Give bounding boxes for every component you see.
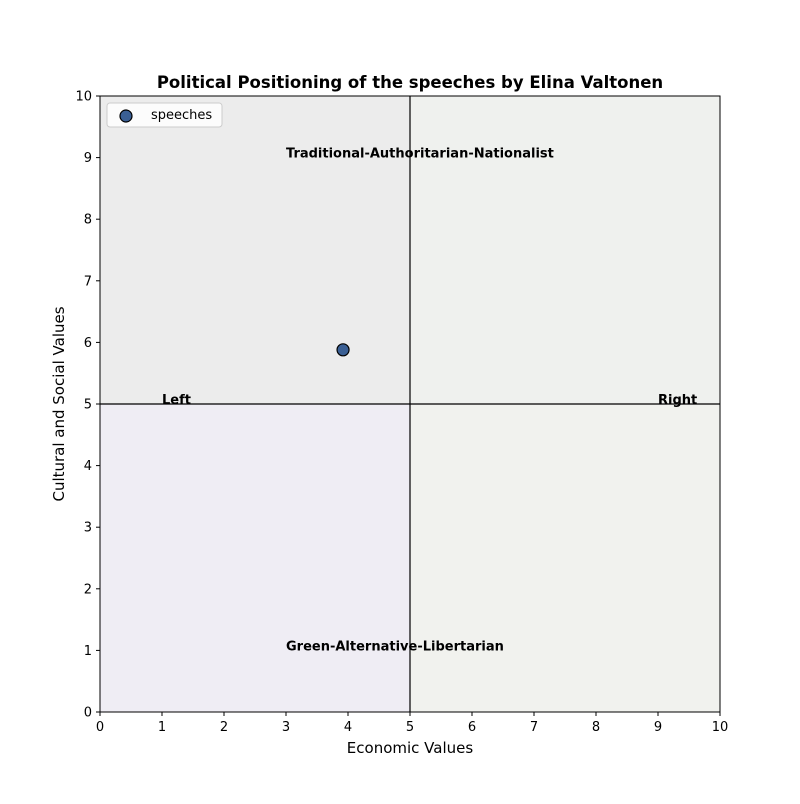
legend-box bbox=[106, 102, 223, 128]
quadrant-backgrounds bbox=[100, 96, 720, 712]
y-axis-label: Cultural and Social Values bbox=[50, 306, 68, 501]
y-tick-label: 4 bbox=[84, 459, 92, 474]
x-tick-label: 8 bbox=[592, 720, 600, 735]
x-tick-label: 0 bbox=[96, 720, 104, 735]
legend-marker bbox=[119, 109, 133, 123]
x-tick-label: 5 bbox=[406, 720, 414, 735]
y-tick-label: 7 bbox=[84, 274, 92, 289]
y-tick-label: 2 bbox=[84, 582, 92, 597]
quadrant-annotations: Traditional-Authoritarian-Nationalist Gre… bbox=[162, 147, 697, 655]
x-tick-label: 9 bbox=[654, 720, 662, 735]
annotation-label-0: Traditional-Authoritarian-Nationalist bbox=[286, 147, 554, 162]
data-point-0-0 bbox=[336, 343, 350, 357]
annotation-label-1: Green-Alternative-Libertarian bbox=[286, 639, 504, 654]
x-tick-label: 1 bbox=[158, 720, 166, 735]
legend-label-speeches: speeches bbox=[151, 108, 212, 123]
x-tick-label: 4 bbox=[344, 720, 352, 735]
legend: speeches bbox=[106, 102, 223, 128]
y-tick-label: 9 bbox=[84, 151, 92, 166]
y-tick-label: 6 bbox=[84, 336, 92, 351]
quadrant-background-1 bbox=[410, 96, 720, 404]
data-points bbox=[336, 343, 350, 357]
x-axis-label: Economic Values bbox=[347, 739, 474, 757]
x-tick-label: 3 bbox=[282, 720, 290, 735]
quadrant-background-0 bbox=[100, 96, 410, 404]
quadrant-background-2 bbox=[100, 404, 410, 712]
x-axis-ticks: 0 1 2 3 4 5 6 7 8 9 10 bbox=[96, 712, 728, 735]
x-tick-label: 2 bbox=[220, 720, 228, 735]
y-tick-label: 1 bbox=[84, 644, 92, 659]
reference-lines bbox=[100, 96, 720, 712]
x-tick-label: 10 bbox=[712, 720, 729, 735]
y-tick-label: 8 bbox=[84, 213, 92, 228]
x-tick-label: 7 bbox=[530, 720, 538, 735]
chart-title: Political Positioning of the speeches by… bbox=[157, 73, 663, 92]
y-axis-ticks: 0 1 2 3 4 5 6 7 8 9 10 bbox=[75, 90, 100, 721]
annotation-label-2: Left bbox=[162, 393, 191, 408]
x-tick-label: 6 bbox=[468, 720, 476, 735]
y-tick-label: 0 bbox=[84, 706, 92, 721]
quadrant-background-3 bbox=[410, 404, 720, 712]
y-tick-label: 10 bbox=[75, 90, 92, 105]
annotation-label-3: Right bbox=[658, 393, 697, 408]
y-tick-label: 5 bbox=[84, 398, 92, 413]
y-tick-label: 3 bbox=[84, 521, 92, 536]
